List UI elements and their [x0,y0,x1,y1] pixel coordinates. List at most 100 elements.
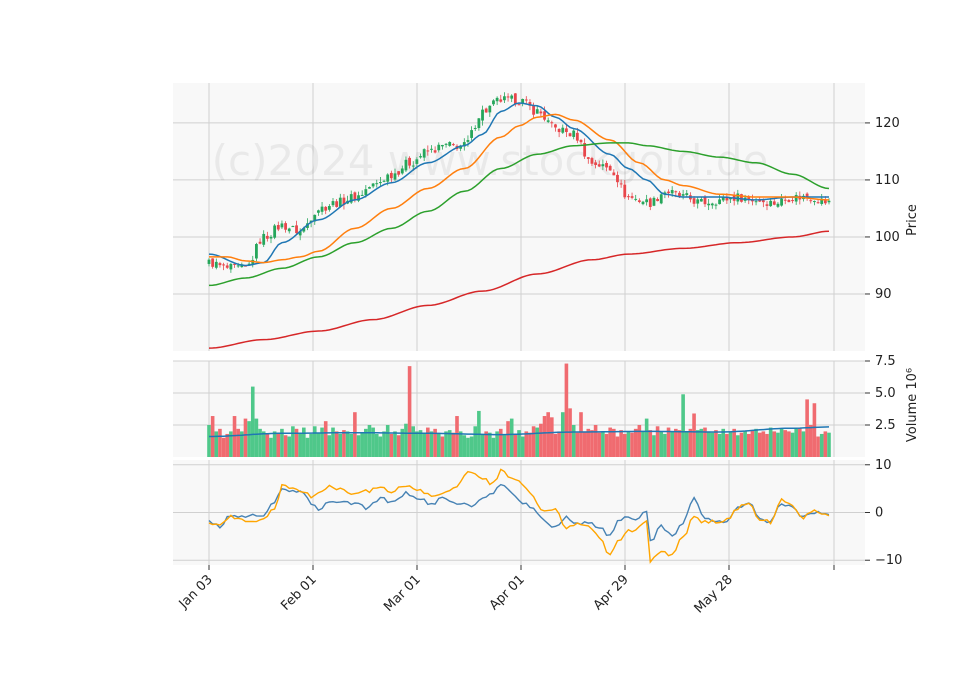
candle-body [393,173,397,180]
volume-bar [491,437,496,457]
candle-body [780,198,783,206]
volume-bar [776,432,780,457]
volume-bar [557,431,561,457]
volume-bar [440,436,445,457]
candle-body [670,190,674,194]
candle-body [379,182,382,184]
candle-body [411,165,415,167]
candle-body [630,196,634,198]
volume-bar [703,427,707,457]
candle-body [827,200,831,203]
candle-body [437,144,441,151]
candle-body [364,189,368,196]
candle-body [236,265,240,267]
volume-bar [291,426,295,457]
volume-bar [666,427,671,457]
volume-bar [535,427,540,457]
candle-body [225,265,229,268]
volume-bar [772,431,777,457]
candle-body [284,223,287,230]
volume-bar [663,433,667,457]
volume-bar [681,394,685,457]
candle-body [645,199,649,203]
candle-body [699,199,703,202]
candle-body [772,201,776,205]
candle-body [681,194,685,196]
volume-bar [261,431,266,457]
volume-bar [320,427,324,457]
volume-tick-label: 7.5 [875,354,896,369]
candle-body [616,174,619,183]
candle-body [433,150,437,153]
candle-body [484,108,488,113]
volume-bar [214,431,219,457]
candle-body [357,195,360,201]
candle-body [546,120,550,122]
candle-body [707,203,711,206]
volume-bar [415,431,419,457]
volume-bar [684,431,689,457]
candle-body [565,128,568,133]
volume-bar [407,366,412,457]
volume-bar [221,437,226,457]
candle-body [816,202,820,204]
candle-body [353,192,357,201]
candle-body [761,200,765,203]
volume-bar [528,432,532,457]
volume-bar [728,431,733,457]
volume-bar [254,418,259,457]
volume-bar [571,425,576,457]
candle-body [214,261,218,268]
volume-bar [418,430,423,457]
price-ma-line-4 [208,230,830,349]
candle-body [481,109,484,121]
volume-bar [626,431,631,457]
volume-bar [531,426,536,457]
volume-bar [360,432,364,457]
price-moving-averages [208,102,830,349]
x-tick-label: Apr 29 [591,572,632,613]
volume-bar [378,436,383,457]
volume-bar [674,428,678,457]
volume-bar [761,431,766,457]
volume-bar [218,428,222,457]
candle-body [674,191,678,193]
candle-body [397,171,401,175]
candle-body [506,96,510,98]
volume-bar [564,363,569,457]
candle-body [776,203,780,207]
volume-bar [302,427,306,457]
volume-bar [298,432,302,457]
volume-bar [677,430,682,457]
volume-bar [524,431,529,457]
volume-bar [739,432,744,457]
candle-body [331,201,335,206]
volume-bar [371,427,375,457]
volume-bar [473,426,478,457]
candle-body [813,201,816,203]
candle-body [568,133,572,137]
candle-body [594,162,597,165]
volume-bar [754,428,758,457]
volume-bar [495,431,499,457]
candle-body [222,264,225,266]
candle-body [656,198,659,202]
volume-bar [812,403,817,457]
volume-bar [232,416,237,457]
price-panel [173,83,865,351]
volume-bar [389,433,394,457]
volume-bar [692,413,696,457]
x-tick-label: Jan 03 [176,572,216,612]
candle-body [426,150,430,152]
volume-bar [757,432,762,457]
volume-bar [779,428,784,457]
candle-body [791,200,794,202]
volume-bar [765,433,769,457]
price-ma-line-1 [208,102,829,267]
candle-body [637,200,641,202]
volume-bar [269,437,273,457]
volume-bar [367,425,372,457]
candle-body [313,214,317,222]
volume-bar [706,431,711,457]
candle-body [211,258,215,267]
